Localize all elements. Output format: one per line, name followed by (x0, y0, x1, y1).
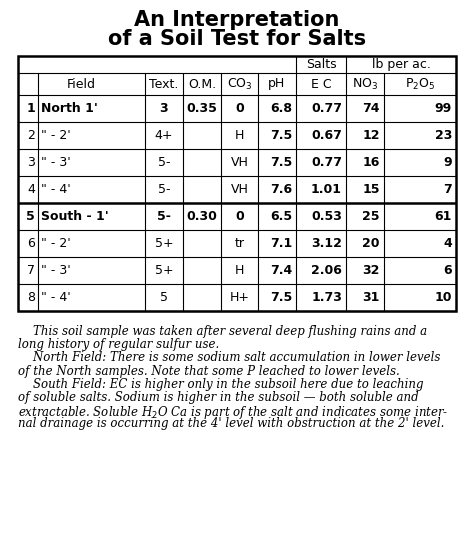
Text: This soil sample was taken after several deep flushing rains and a: This soil sample was taken after several… (18, 325, 427, 338)
Text: 3: 3 (27, 156, 35, 169)
Text: 5: 5 (26, 210, 35, 223)
Text: 7.5: 7.5 (270, 156, 292, 169)
Text: 1.73: 1.73 (311, 291, 342, 304)
Text: 5: 5 (160, 291, 168, 304)
Text: of a Soil Test for Salts: of a Soil Test for Salts (108, 29, 366, 49)
Text: 16: 16 (363, 156, 380, 169)
Text: " - 3': " - 3' (41, 264, 71, 277)
Text: " - 4': " - 4' (41, 291, 71, 304)
Text: 6: 6 (27, 237, 35, 250)
Text: 10: 10 (435, 291, 452, 304)
Text: 25: 25 (363, 210, 380, 223)
Text: E C: E C (310, 78, 331, 91)
Text: 32: 32 (363, 264, 380, 277)
Text: H: H (235, 264, 244, 277)
Text: 9: 9 (443, 156, 452, 169)
Text: 0.77: 0.77 (311, 102, 342, 115)
Text: VH: VH (230, 183, 248, 196)
Text: 61: 61 (435, 210, 452, 223)
Text: 15: 15 (363, 183, 380, 196)
Text: of soluble salts. Sodium is higher in the subsoil — both soluble and: of soluble salts. Sodium is higher in th… (18, 391, 419, 404)
Text: 0.35: 0.35 (187, 102, 218, 115)
Text: nal drainage is occurring at the 4' level with obstruction at the 2' level.: nal drainage is occurring at the 4' leve… (18, 418, 444, 430)
Text: pH: pH (268, 78, 286, 91)
Text: 7.6: 7.6 (270, 183, 292, 196)
Text: lb per ac.: lb per ac. (372, 58, 430, 71)
Text: 99: 99 (435, 102, 452, 115)
Text: 20: 20 (363, 237, 380, 250)
Text: 0: 0 (235, 102, 244, 115)
Text: 3.12: 3.12 (311, 237, 342, 250)
Text: P$_2$O$_5$: P$_2$O$_5$ (405, 77, 435, 92)
Text: 7: 7 (27, 264, 35, 277)
Text: 4+: 4+ (155, 129, 173, 142)
Text: H+: H+ (229, 291, 249, 304)
Text: 6.5: 6.5 (270, 210, 292, 223)
Text: VH: VH (230, 156, 248, 169)
Text: 7.1: 7.1 (270, 237, 292, 250)
Text: 74: 74 (363, 102, 380, 115)
Text: 6: 6 (443, 264, 452, 277)
Text: 2.06: 2.06 (311, 264, 342, 277)
Text: 7.5: 7.5 (270, 129, 292, 142)
Text: North 1': North 1' (41, 102, 98, 115)
Text: Salts: Salts (306, 58, 337, 71)
Text: " - 4': " - 4' (41, 183, 71, 196)
Text: Field: Field (67, 78, 96, 91)
Text: CO$_3$: CO$_3$ (227, 77, 252, 92)
Text: of the North samples. Note that some P leached to lower levels.: of the North samples. Note that some P l… (18, 364, 400, 377)
Text: 5-: 5- (158, 183, 170, 196)
Text: " - 2': " - 2' (41, 237, 71, 250)
Text: 1.01: 1.01 (311, 183, 342, 196)
Text: extractable. Soluble H$_2$O Ca is part of the salt and indicates some inter-: extractable. Soluble H$_2$O Ca is part o… (18, 404, 448, 421)
Text: 1: 1 (26, 102, 35, 115)
Text: North Field: There is some sodium salt accumulation in lower levels: North Field: There is some sodium salt a… (18, 352, 440, 364)
Text: " - 2': " - 2' (41, 129, 71, 142)
Text: 31: 31 (363, 291, 380, 304)
Text: 8: 8 (27, 291, 35, 304)
Text: 4: 4 (27, 183, 35, 196)
Text: O.M.: O.M. (188, 78, 216, 91)
Text: 5-: 5- (158, 156, 170, 169)
Text: 7.4: 7.4 (270, 264, 292, 277)
Text: H: H (235, 129, 244, 142)
Text: 5-: 5- (157, 210, 171, 223)
Text: 5+: 5+ (155, 237, 173, 250)
Text: 0.77: 0.77 (311, 156, 342, 169)
Text: 2: 2 (27, 129, 35, 142)
Text: tr: tr (235, 237, 245, 250)
Text: Text.: Text. (149, 78, 179, 91)
Text: 5+: 5+ (155, 264, 173, 277)
Text: NO$_3$: NO$_3$ (352, 77, 378, 92)
Text: 6.8: 6.8 (270, 102, 292, 115)
Text: 7: 7 (443, 183, 452, 196)
Text: " - 3': " - 3' (41, 156, 71, 169)
Bar (18, 56, 456, 311)
Text: 3: 3 (160, 102, 168, 115)
Text: 4: 4 (443, 237, 452, 250)
Text: South - 1': South - 1' (41, 210, 109, 223)
Text: 0.30: 0.30 (187, 210, 218, 223)
Text: 23: 23 (435, 129, 452, 142)
Text: 0: 0 (235, 210, 244, 223)
Text: 7.5: 7.5 (270, 291, 292, 304)
Text: 12: 12 (363, 129, 380, 142)
Text: long history of regular sulfur use.: long history of regular sulfur use. (18, 338, 219, 351)
Text: An Interpretation: An Interpretation (134, 10, 340, 30)
Text: South Field: EC is higher only in the subsoil here due to leaching: South Field: EC is higher only in the su… (18, 378, 423, 391)
Text: 0.53: 0.53 (311, 210, 342, 223)
Text: 0.67: 0.67 (311, 129, 342, 142)
